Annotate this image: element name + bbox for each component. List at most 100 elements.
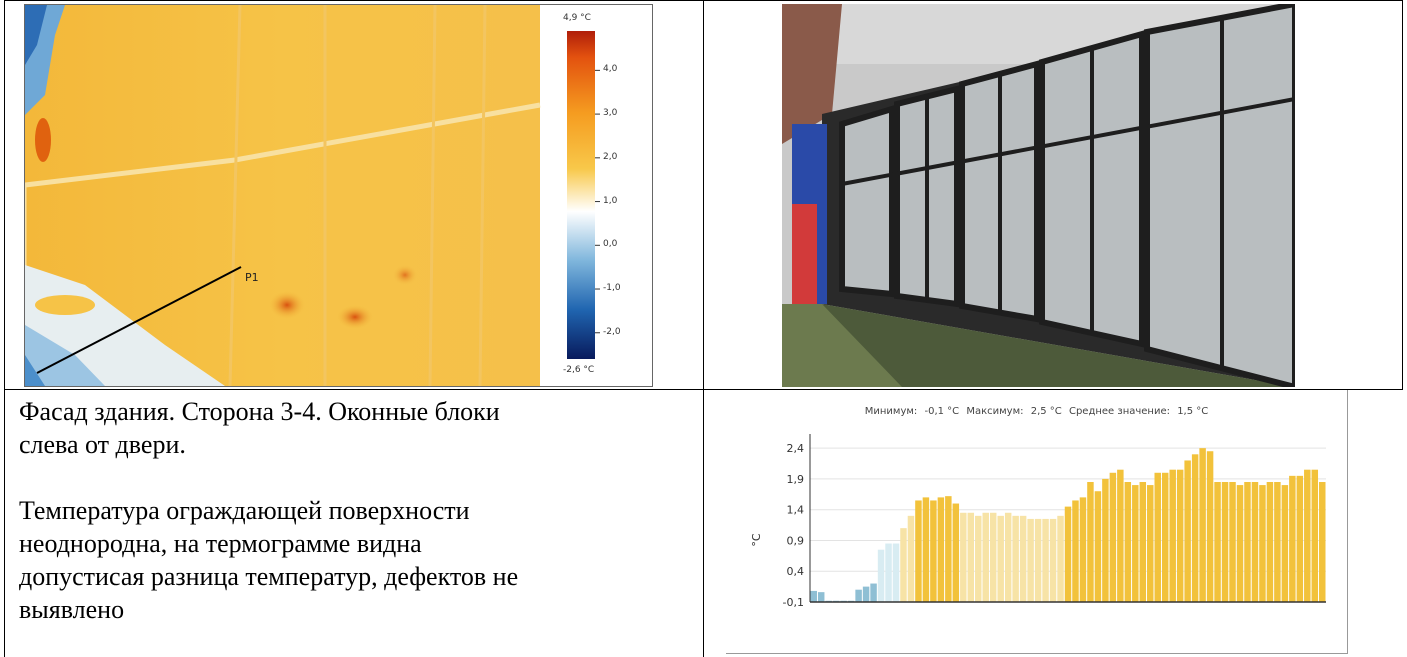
description-line-2: слева от двери.: [19, 430, 186, 459]
bar: [1064, 506, 1072, 602]
bar: [907, 515, 915, 602]
bar: [1266, 482, 1274, 602]
table-border-top: [4, 0, 1403, 1]
bar: [1094, 491, 1102, 602]
bar: [975, 515, 982, 602]
bar: [1034, 518, 1042, 602]
y-tick-label: 1,9: [787, 473, 805, 486]
bar: [1079, 497, 1087, 602]
description-para2-line-1: Температура ограждающей поверхности: [19, 496, 470, 525]
bar: [1057, 515, 1064, 602]
description-text: Фасад здания. Сторона 3-4. Оконные блоки…: [19, 395, 679, 626]
description-para2-line-4: выявлено: [19, 595, 125, 624]
scale-tick-label: 0,0: [603, 239, 618, 250]
bar: [997, 515, 1004, 602]
bar: [855, 589, 862, 602]
scale-max-label: 4,9 °C: [563, 13, 591, 23]
bar: [810, 590, 817, 602]
bar: [1027, 518, 1034, 602]
bar: [1169, 469, 1176, 602]
bar: [1139, 482, 1147, 602]
scale-tick-label: 4,0: [603, 64, 618, 75]
table-border-row: [4, 389, 1403, 390]
bar: [1274, 482, 1281, 602]
bar: [1319, 482, 1326, 602]
description-line-1: Фасад здания. Сторона 3-4. Оконные блоки: [19, 397, 500, 426]
bar: [989, 512, 997, 602]
bar: [1154, 472, 1161, 602]
bar: [1124, 482, 1132, 602]
max-value: 2,5 °С: [1030, 406, 1062, 417]
bar: [1296, 475, 1304, 602]
y-tick-label: 0,9: [787, 534, 805, 547]
bar: [1004, 512, 1012, 602]
thermogram-image: 4,9 °C -2,6 °C P1 4,0 3,0 2,0 1,0 0,0 -1,0 -2,…: [24, 4, 653, 387]
bar: [945, 496, 952, 602]
bar: [1304, 469, 1311, 602]
scale-tick-label: 1,0: [603, 195, 618, 206]
bar: [1042, 518, 1049, 602]
scale-tick-label: -1,0: [603, 283, 621, 294]
bar: [892, 543, 900, 602]
bar: [930, 500, 937, 602]
bar: [885, 543, 892, 602]
chart-stats: Минимум: -0,1 °С Максимум: 2,5 °С Средне…: [726, 406, 1347, 417]
y-tick-label: -0,1: [783, 596, 804, 609]
bar: [1147, 485, 1154, 602]
bar: [1191, 454, 1199, 602]
max-label: Максимум:: [966, 406, 1024, 417]
bar: [1184, 460, 1191, 602]
y-axis-label: °C: [750, 533, 763, 547]
profile-label: P1: [245, 271, 259, 284]
bar: [1161, 472, 1169, 602]
bar: [1176, 469, 1184, 602]
bar: [1012, 515, 1019, 602]
bar: [1236, 485, 1244, 602]
bar: [1229, 482, 1236, 602]
scale-tick-label: -2,0: [603, 326, 621, 337]
bar: [1199, 448, 1206, 602]
bar: [922, 497, 930, 602]
table-border-right: [1402, 0, 1403, 390]
description-para2-line-2: неоднородна, на термограмме видна: [19, 529, 422, 558]
description-para2-line-3: допустисая разница температур, дефектов …: [19, 562, 519, 591]
bar: [982, 512, 989, 602]
bar: [817, 592, 825, 602]
bar: [1102, 478, 1109, 602]
bar: [1281, 485, 1289, 602]
y-tick-label: 0,4: [787, 565, 805, 578]
bar: [1019, 515, 1027, 602]
bar: [1117, 469, 1124, 602]
scale-tick-label: 2,0: [603, 151, 618, 162]
bar: [960, 512, 967, 602]
profile-chart: Минимум: -0,1 °С Максимум: 2,5 °С Средне…: [726, 390, 1348, 654]
bar-chart: 2,4 1,9 1,4 0,9 0,4 -0,1 °C: [750, 434, 1326, 609]
bar: [1087, 482, 1094, 602]
bar: [1289, 475, 1296, 602]
bar: [1132, 485, 1139, 602]
facade-photo: [782, 4, 1295, 387]
bar: [862, 586, 870, 602]
bar: [1109, 472, 1117, 602]
table-border-middle: [703, 0, 704, 657]
mean-value: 1,5 °С: [1177, 406, 1209, 417]
bar: [1221, 482, 1229, 602]
y-tick-label: 2,4: [787, 442, 805, 455]
bar: [900, 528, 907, 602]
bar: [1072, 500, 1079, 602]
bar: [937, 497, 945, 602]
bar: [1206, 451, 1214, 602]
bar: [915, 500, 922, 602]
bar: [1049, 518, 1057, 602]
bar: [1251, 482, 1259, 602]
bar: [1214, 482, 1221, 602]
table-border-left: [4, 0, 5, 657]
mean-label: Среднее значение:: [1068, 406, 1170, 417]
bar: [1259, 485, 1266, 602]
bar: [1244, 482, 1251, 602]
min-label: Минимум:: [864, 406, 918, 417]
min-value: -0,1 °С: [924, 406, 960, 417]
bar: [870, 583, 877, 602]
bar: [952, 503, 960, 602]
